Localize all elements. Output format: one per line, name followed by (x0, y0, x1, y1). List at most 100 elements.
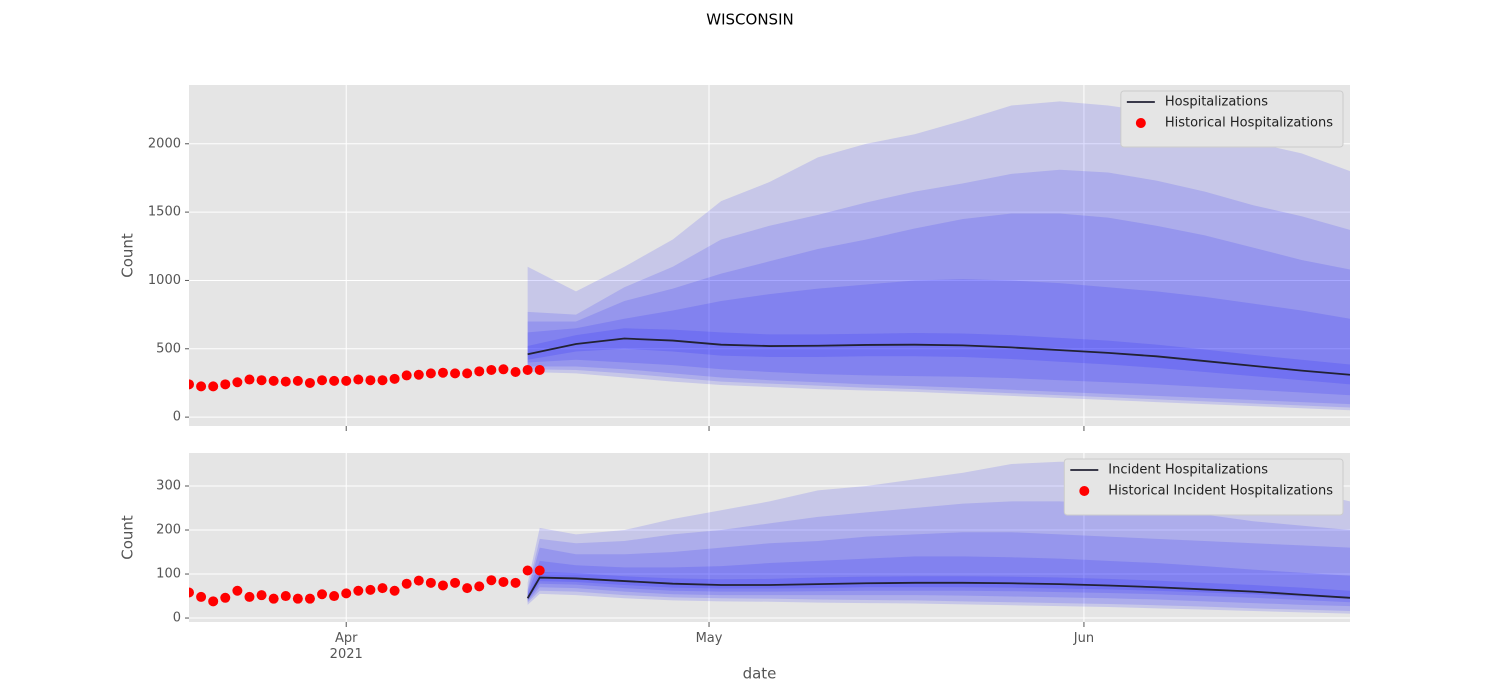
data-point (189, 379, 194, 390)
data-point (317, 375, 328, 386)
legend-box (1063, 458, 1344, 516)
y-tick-label: 100 (156, 567, 181, 582)
data-point (450, 368, 461, 379)
data-point (232, 585, 243, 596)
data-point (486, 364, 497, 375)
data-point (450, 577, 461, 588)
data-point (498, 576, 509, 587)
figure-title: WISCONSIN (706, 11, 793, 29)
data-point (268, 375, 279, 386)
data-point (425, 368, 436, 379)
data-point (437, 367, 448, 378)
uncertainty-band (527, 101, 1350, 411)
legend-label: Historical Incident Hospitalizations (1108, 484, 1333, 499)
data-point (196, 591, 207, 602)
data-point (425, 577, 436, 588)
y-tick-label: 0 (173, 410, 181, 425)
data-point (329, 375, 340, 386)
data-point (510, 577, 521, 588)
plot-content (189, 101, 1350, 411)
x-tick-label: Apr 2021 (329, 631, 363, 662)
data-point (268, 593, 279, 604)
data-point (377, 375, 388, 386)
data-point (413, 575, 424, 586)
legend-label: Hospitalizations (1165, 95, 1268, 110)
legend-marker (1135, 118, 1146, 128)
legend: Hospitalizations Historical Hospitalizati… (1120, 90, 1344, 148)
y-axis-label: Count (119, 233, 137, 278)
data-point (498, 364, 509, 375)
data-point (220, 379, 231, 390)
y-tick-label: 0 (173, 611, 181, 626)
data-point (208, 381, 219, 392)
data-point (256, 375, 267, 386)
data-point (401, 578, 412, 589)
y-tick-label: 200 (156, 523, 181, 538)
median-line (527, 337, 1350, 376)
uncertainty-band (527, 169, 1350, 408)
data-point (208, 596, 219, 607)
data-point (510, 367, 521, 378)
legend-box (1120, 90, 1344, 148)
data-point (462, 583, 473, 594)
uncertainty-band (527, 328, 1350, 385)
data-point (292, 375, 303, 386)
data-point (256, 590, 267, 601)
data-point (341, 588, 352, 599)
y-tick-label: 300 (156, 479, 181, 494)
data-point (534, 565, 545, 576)
uncertainty-band (527, 279, 1350, 396)
data-point (280, 376, 291, 387)
data-point (389, 373, 400, 384)
subplot: 0 500 1000 1500 2000 Count Hospitalizations His… (119, 85, 1350, 431)
data-point (365, 584, 376, 595)
y-tick-label: 1000 (148, 273, 181, 288)
median-line (526, 576, 1350, 599)
data-point (353, 585, 364, 596)
data-point (365, 375, 376, 386)
subplot: 0 100 200 300 Count date Incident Hospitalizat… (119, 453, 1350, 683)
data-point (474, 581, 485, 592)
data-point (232, 377, 243, 388)
y-tick-label: 500 (156, 341, 181, 356)
data-point (220, 592, 231, 603)
data-point (437, 580, 448, 591)
x-tick-label: May (695, 631, 723, 646)
data-point (292, 593, 303, 604)
legend-marker (1079, 486, 1090, 496)
data-point (486, 575, 497, 586)
y-tick-label: 1500 (148, 205, 181, 220)
data-point (244, 374, 255, 385)
legend-label: Historical Hospitalizations (1165, 116, 1333, 131)
data-point (522, 565, 533, 576)
uncertainty-band (527, 571, 1350, 600)
data-point (462, 368, 473, 379)
data-point (196, 381, 207, 392)
legend: Incident Hospitalizations Historical Inci… (1063, 458, 1344, 516)
data-point (304, 377, 315, 388)
uncertainty-band (527, 556, 1350, 603)
legend-label: Incident Hospitalizations (1108, 463, 1268, 478)
data-point (522, 364, 533, 375)
data-point (353, 374, 364, 385)
data-point (341, 375, 352, 386)
data-point (534, 364, 545, 375)
data-point (401, 370, 412, 381)
data-point (413, 369, 424, 380)
data-point (377, 583, 388, 594)
data-point (329, 591, 340, 602)
y-tick-label: 2000 (148, 136, 181, 151)
uncertainty-band (527, 213, 1350, 405)
data-point (244, 591, 255, 602)
data-point (474, 366, 485, 377)
x-axis-label: date (743, 665, 777, 683)
data-point (317, 589, 328, 600)
y-axis-label: Count (119, 515, 137, 560)
data-point (304, 593, 315, 604)
data-point (389, 585, 400, 596)
uncertainty-band (527, 501, 1350, 611)
data-point (280, 591, 291, 602)
data-point (189, 587, 194, 598)
